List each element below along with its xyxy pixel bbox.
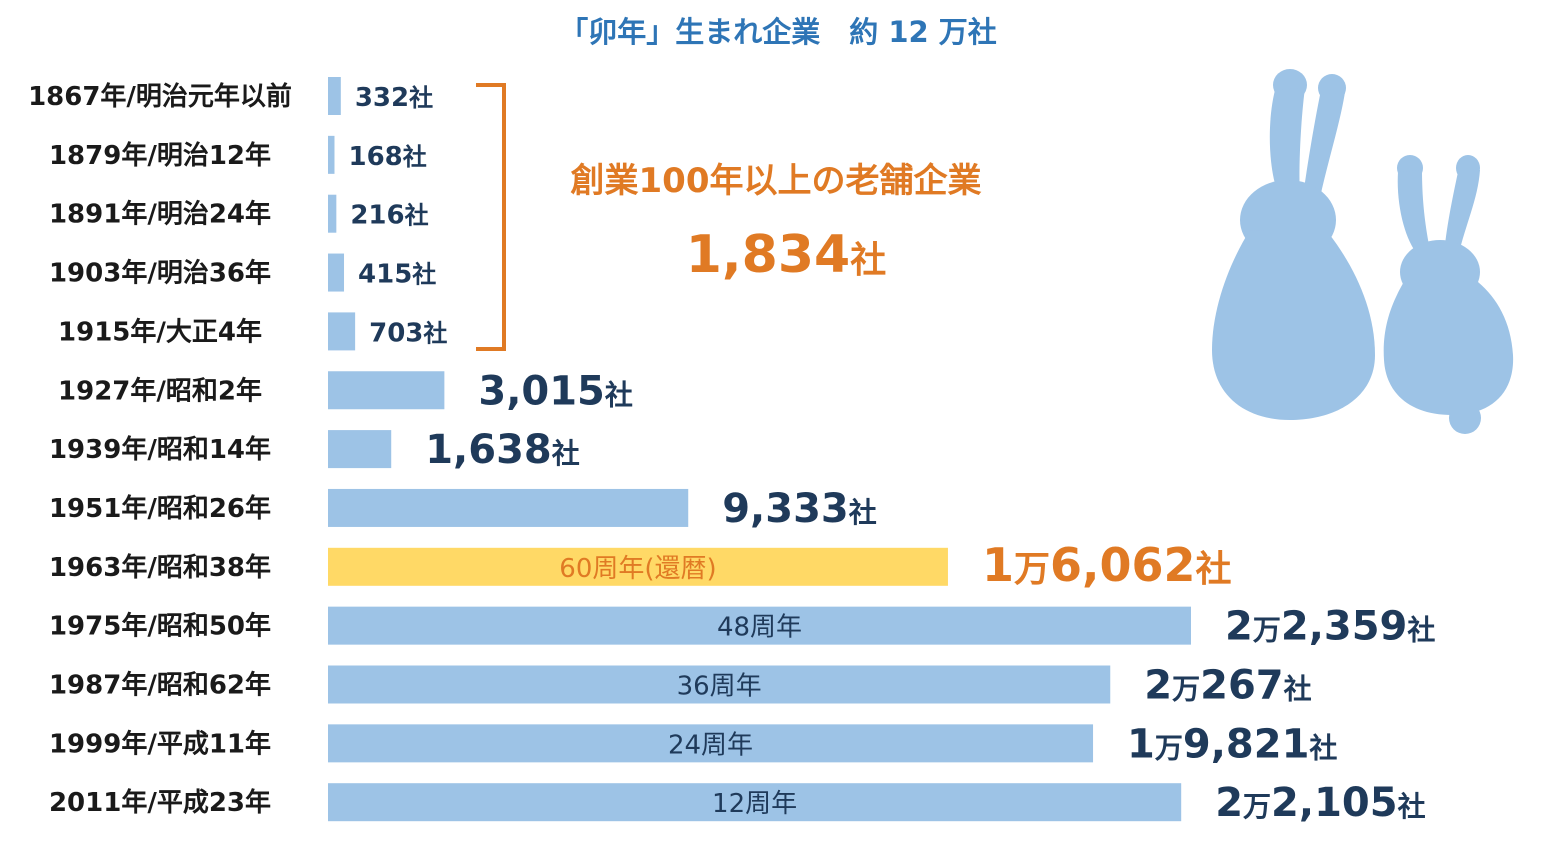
bar-inner-label: 48周年 — [717, 613, 802, 643]
bar — [328, 77, 341, 115]
category-label: 1927年/昭和2年 — [58, 375, 262, 406]
data-labels: 332社 168社 216社 415社 703社 3,015社 1,638社 9,333社60… — [348, 83, 1435, 826]
data-label: 1,638社 — [425, 427, 580, 473]
annotation-group: 創業100年以上の老舗企業 1,834社 — [476, 83, 982, 351]
category-label: 1939年/昭和14年 — [49, 434, 271, 465]
data-label: 2万267社 — [1144, 663, 1311, 709]
bar-inner-label: 12周年 — [712, 789, 797, 819]
data-label: 3,015社 — [478, 368, 633, 414]
data-label: 2万2,105社 — [1215, 780, 1425, 826]
annotation-bracket — [476, 83, 506, 351]
data-label: 1万6,062社 — [982, 538, 1232, 592]
bar — [328, 665, 1111, 704]
data-label: 168社 — [348, 142, 426, 172]
bar-inner-label: 24周年 — [668, 730, 753, 760]
chart-title: 「卯年」生まれ企業 約 12 万社 — [559, 15, 997, 49]
data-label: 703社 — [369, 318, 447, 348]
bar — [328, 371, 445, 410]
annotation-value: 1,834社 — [686, 225, 887, 285]
annotation-label: 創業100年以上の老舗企業 — [571, 161, 982, 201]
category-label: 1963年/昭和38年 — [49, 552, 271, 583]
category-label: 1867年/明治元年以前 — [28, 81, 292, 112]
bar-inner-label: 36周年 — [677, 672, 762, 702]
data-label: 9,333社 — [722, 486, 877, 532]
category-label: 1999年/平成11年 — [49, 728, 271, 759]
category-labels: 1867年/明治元年以前 1879年/明治12年 1891年/明治24年 1903年/… — [28, 81, 292, 818]
bar — [328, 783, 1182, 822]
bar — [328, 430, 392, 469]
bar — [328, 194, 337, 233]
bar — [328, 547, 948, 586]
bar — [328, 135, 335, 174]
two-rabbits-silhouette-icon — [1212, 69, 1514, 434]
bars — [328, 77, 1191, 822]
data-label: 2万2,359社 — [1225, 604, 1435, 650]
data-label: 332社 — [355, 83, 433, 113]
category-label: 2011年/平成23年 — [49, 787, 271, 818]
category-label: 1975年/昭和50年 — [49, 611, 271, 642]
bar — [328, 724, 1094, 763]
data-label: 1万9,821社 — [1127, 721, 1337, 767]
category-label: 1879年/明治12年 — [49, 140, 271, 171]
data-label: 415社 — [358, 260, 436, 290]
bar — [328, 312, 356, 351]
bar — [328, 606, 1191, 645]
bar-inner-label: 60周年(還暦) — [559, 554, 716, 584]
category-label: 1987年/昭和62年 — [49, 670, 271, 701]
bar — [328, 253, 345, 292]
data-label: 216社 — [350, 201, 428, 231]
category-label: 1951年/昭和26年 — [49, 493, 271, 524]
bar — [328, 488, 689, 527]
category-label: 1891年/明治24年 — [49, 199, 271, 230]
category-label: 1903年/明治36年 — [49, 258, 271, 289]
category-label: 1915年/大正4年 — [58, 316, 262, 347]
